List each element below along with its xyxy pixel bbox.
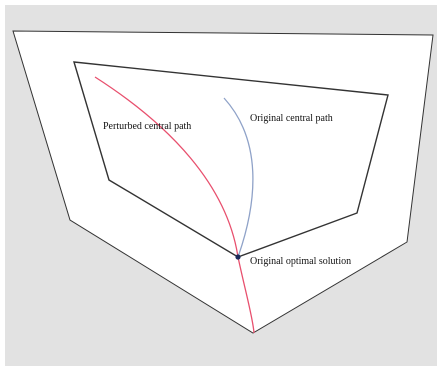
inner-polygon: [73, 61, 389, 258]
perturbed-central-path: [94, 76, 255, 334]
optimal-solution-point: [235, 254, 241, 260]
original-path-label: Original central path: [250, 113, 333, 124]
perturbed-path-label: Perturbed central path: [103, 121, 191, 132]
outer-polytope: [12, 30, 434, 334]
original-central-path: [223, 97, 254, 258]
optimal-solution-label: Original optimal solution: [250, 256, 351, 267]
